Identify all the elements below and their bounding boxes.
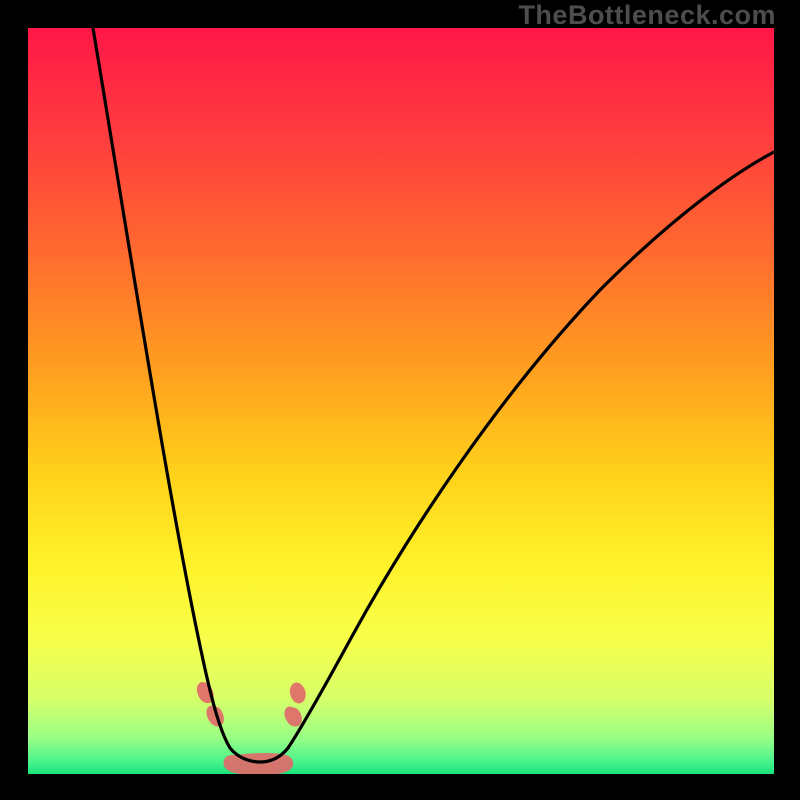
watermark-label: TheBottleneck.com bbox=[518, 0, 776, 31]
plot-frame bbox=[0, 0, 800, 800]
